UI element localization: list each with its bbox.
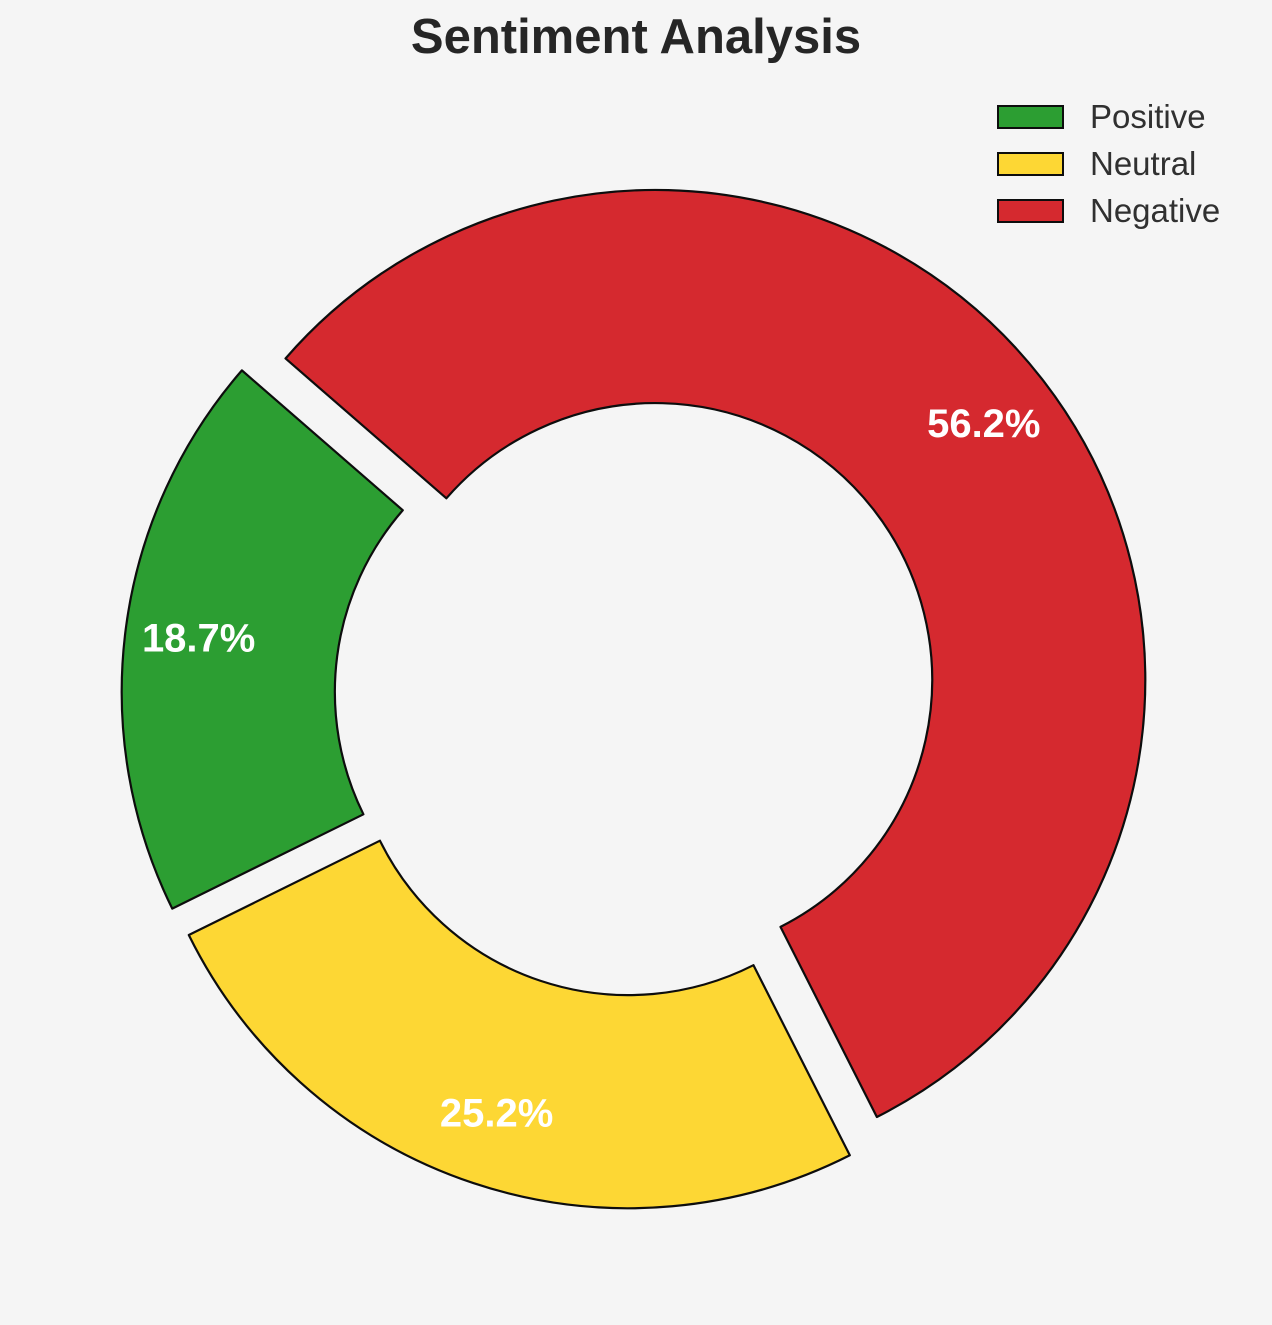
legend-swatch-positive [997,104,1064,129]
pct-label-neutral: 25.2% [440,1091,553,1135]
legend-item-neutral: Neutral [997,140,1220,187]
pct-label-negative: 56.2% [927,402,1040,446]
chart-title: Sentiment Analysis [410,10,862,64]
legend-item-negative: Negative [997,187,1220,234]
legend-label: Neutral [1090,144,1197,182]
pie-slice-negative [284,188,1147,1119]
pie-slice-positive [120,369,404,910]
pie-slice-neutral [187,839,851,1210]
legend-item-positive: Positive [997,93,1220,140]
pct-label-positive: 18.7% [142,616,255,660]
legend: Positive Neutral Negative [997,93,1220,234]
legend-label: Negative [1090,191,1221,229]
legend-label: Positive [1090,97,1206,135]
legend-swatch-neutral [997,151,1064,176]
legend-swatch-negative [997,198,1064,223]
